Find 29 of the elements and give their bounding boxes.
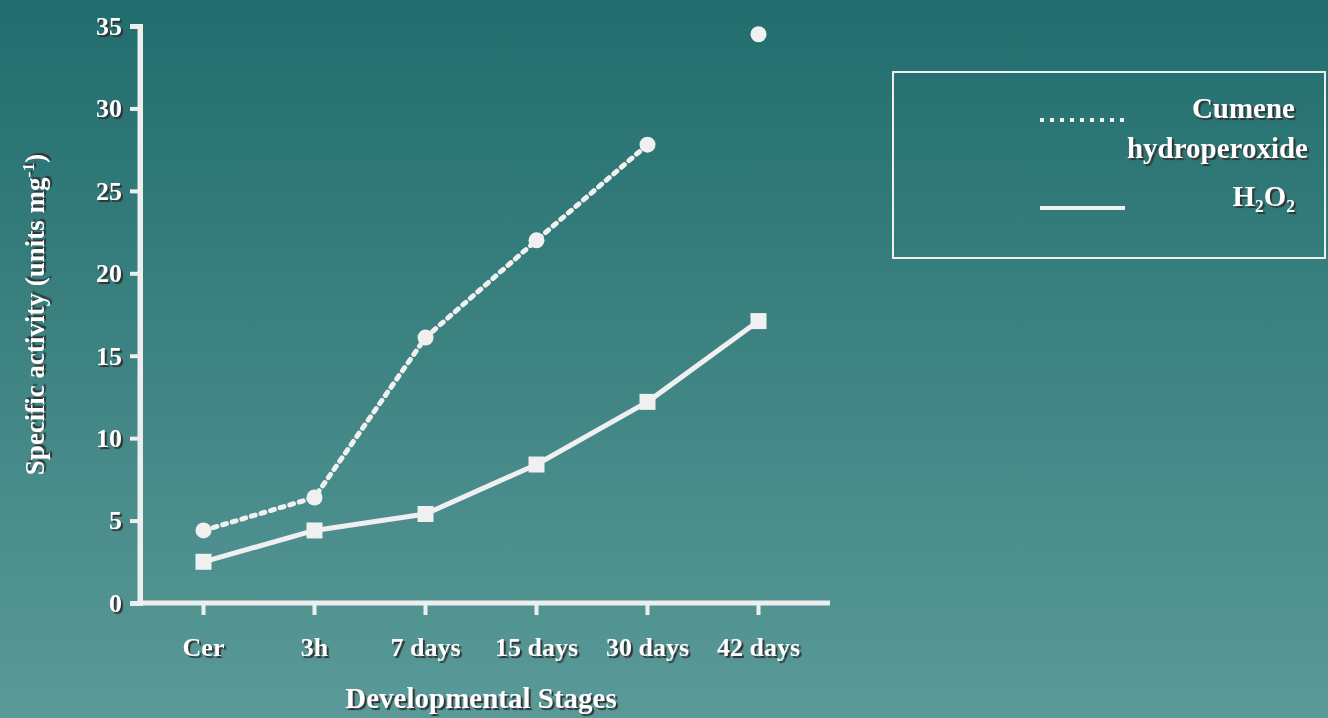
y-tick-label: 20: [96, 259, 122, 289]
x-tick-label: 30 days: [605, 633, 690, 662]
y-tick-label: 0: [109, 588, 122, 618]
x-axis-title: Developmental Stages: [345, 682, 617, 714]
y-tick-label: 15: [96, 341, 122, 371]
point: [417, 329, 434, 346]
y-tick-label: 5: [109, 506, 122, 536]
point: [639, 136, 656, 153]
point: [639, 393, 656, 410]
y-tick-label: 25: [96, 176, 122, 206]
point: [750, 26, 767, 43]
text: H₂O₂: [1232, 180, 1295, 212]
point: [195, 522, 212, 539]
x-tick-label: Cer: [182, 633, 225, 662]
point: [306, 489, 323, 506]
y-tick-label: 10: [96, 423, 122, 453]
point: [750, 313, 767, 330]
x-tick-label: 42 days: [716, 633, 801, 662]
point: [195, 553, 212, 570]
x-tick-label: 3h: [300, 633, 329, 662]
point: [528, 456, 545, 473]
y-tick-label: 35: [96, 11, 122, 41]
point: [306, 522, 323, 539]
x-tick-label: 15 days: [494, 633, 579, 662]
point: [417, 505, 434, 522]
legend-label: Cumene hydroperoxide: [1126, 92, 1309, 164]
y-tick-label: 30: [96, 94, 122, 124]
point: [528, 232, 545, 249]
x-tick-label: 7 days: [390, 633, 461, 662]
